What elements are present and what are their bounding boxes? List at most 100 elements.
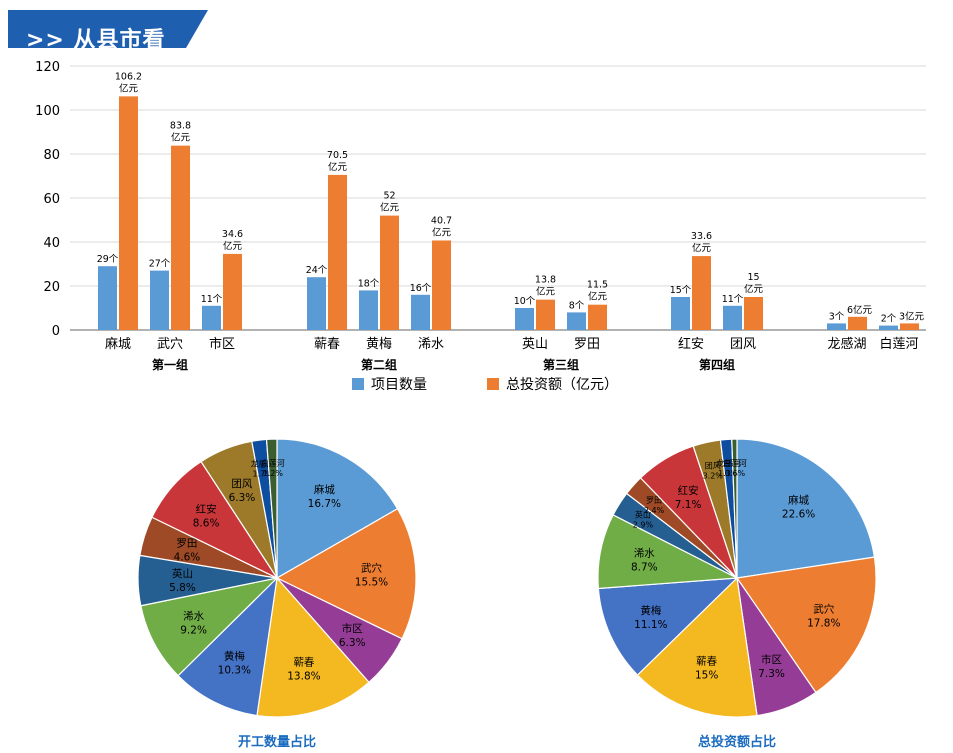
data-label-count: 2个 <box>881 314 897 325</box>
data-label-count: 27个 <box>149 259 171 270</box>
x-category-label: 浠水 <box>418 337 444 352</box>
data-label-investment: 52 <box>383 191 395 202</box>
pie-slice <box>735 556 877 694</box>
x-category-label: 武穴 <box>157 337 183 352</box>
pie-slice-percent: 6.3% <box>339 637 366 649</box>
pie-slice-percent: 7.1% <box>675 499 702 511</box>
y-tick-label: 60 <box>43 192 60 207</box>
legend-label-total-investment: 总投资额（亿元） <box>506 377 618 393</box>
pie-slice-percent: 15% <box>695 670 718 682</box>
pie-slice-percent: 9.2% <box>180 624 207 636</box>
pie-slice <box>256 576 370 718</box>
data-label-count: 11个 <box>201 294 223 305</box>
data-label-investment: 13.8 <box>535 275 556 286</box>
pie-slice-percent: 13.8% <box>287 671 320 683</box>
pie-slice-name: 英山 <box>172 567 193 580</box>
pie-slice <box>265 438 278 579</box>
x-category-label: 英山 <box>522 337 548 352</box>
pie-slice-percent: 22.6% <box>782 508 815 520</box>
pie-slice-percent: 1.3% <box>718 469 739 478</box>
bar-project-count <box>515 308 534 330</box>
bar-total-investment <box>223 253 242 330</box>
pie-slice-percent: 8.7% <box>631 561 658 573</box>
banner-shape <box>8 10 208 48</box>
bar-total-investment <box>119 96 138 330</box>
data-label-count: 18个 <box>358 278 380 289</box>
data-label-investment: 11.5 <box>587 280 608 291</box>
legend-label-project-count: 项目数量 <box>371 377 427 393</box>
pie-slice-name: 黄梅 <box>224 649 245 662</box>
pie-slice-name: 蕲春 <box>293 657 314 669</box>
pie-slice-percent: 8.6% <box>193 517 220 529</box>
y-tick-label: 40 <box>43 236 60 251</box>
pie-slice <box>731 438 738 579</box>
data-label-investment: 34.6 <box>222 229 243 240</box>
data-label-investment: 15 <box>747 272 759 283</box>
data-label-count: 15个 <box>670 285 692 296</box>
pie-slice-percent: 6.3% <box>229 492 256 504</box>
pie-slice-percent: 2.9% <box>633 521 654 530</box>
data-label-investment-unit: 亿元 <box>432 226 452 238</box>
pie-slice-percent: 10.3% <box>218 664 251 676</box>
pie-slice-name: 市区 <box>342 622 363 635</box>
pie-slice-name: 白莲河 <box>261 458 285 468</box>
bar-total-investment <box>380 215 399 330</box>
pie-slice-percent: 1.7% <box>253 470 274 479</box>
bar-total-investment <box>588 304 607 330</box>
pie-slice-name: 罗田 <box>176 537 197 549</box>
pie-slice-name: 团风 <box>231 478 252 490</box>
bar-total-investment <box>744 297 763 330</box>
x-category-label: 罗田 <box>574 337 600 352</box>
bar-project-count <box>307 277 326 330</box>
x-category-label: 麻城 <box>105 337 131 352</box>
data-label-investment-unit: 亿元 <box>223 240 243 252</box>
data-label-count: 10个 <box>514 296 536 307</box>
x-category-label: 团风 <box>730 337 756 352</box>
pie-slice-percent: 5.8% <box>169 582 196 594</box>
pie-slice <box>275 507 417 640</box>
data-label-investment: 83.8 <box>170 121 191 132</box>
pie-slice-name: 龙感湖 <box>716 458 740 468</box>
data-label-investment: 33.6 <box>691 231 712 242</box>
pie-slice-name: 蕲春 <box>696 656 717 668</box>
pie-slice-name: 武穴 <box>361 562 382 575</box>
bar-total-investment <box>900 323 919 330</box>
x-group-label: 第二组 <box>361 357 397 372</box>
x-category-label: 龙感湖 <box>827 336 866 352</box>
pie-slice <box>177 576 278 717</box>
pie-slice <box>597 577 739 676</box>
pie-slice <box>736 438 876 579</box>
x-group-label: 第四组 <box>699 357 735 372</box>
pie-slice-name: 龙感湖 <box>251 459 275 469</box>
bar-project-count <box>827 323 846 330</box>
pie-slice <box>276 438 399 580</box>
bar-total-investment <box>848 316 867 330</box>
pie-title: 开工数量占比 <box>238 734 316 750</box>
pie-slice-name: 团风 <box>705 461 721 470</box>
x-category-label: 红安 <box>678 336 704 352</box>
pie-slice-name: 武穴 <box>813 603 834 616</box>
data-label-investment: 6亿元 <box>847 304 873 316</box>
legend-swatch-total-investment <box>487 378 499 390</box>
bar-total-investment <box>432 240 451 330</box>
y-tick-label: 100 <box>35 104 60 119</box>
pie-slice-name: 红安 <box>196 502 217 515</box>
data-label-investment: 3亿元 <box>899 310 925 322</box>
legend-swatch-project-count <box>352 378 364 390</box>
pie-slice-percent: 1.2% <box>263 469 284 478</box>
x-category-label: 市区 <box>209 336 235 352</box>
x-category-label: 白莲河 <box>879 336 918 352</box>
y-tick-label: 120 <box>35 60 60 75</box>
data-label-count: 16个 <box>410 283 432 294</box>
pie-slice <box>636 576 758 718</box>
data-label-count: 8个 <box>569 300 585 311</box>
pie-slice-percent: 3.2% <box>703 471 724 480</box>
bar-project-count <box>723 305 742 330</box>
pie-slice-name: 白莲河 <box>723 458 747 468</box>
pie-slice-percent: 4.6% <box>174 551 201 563</box>
x-group-label: 第一组 <box>152 357 188 372</box>
pie-slice-percent: 15.5% <box>355 577 388 589</box>
page-title: >> 从县市看 <box>26 28 166 53</box>
pie-slice-percent: 2.4% <box>644 506 665 515</box>
bar-chart: 02040608010012029个106.2亿元麻城27个83.8亿元武穴11… <box>35 60 926 393</box>
